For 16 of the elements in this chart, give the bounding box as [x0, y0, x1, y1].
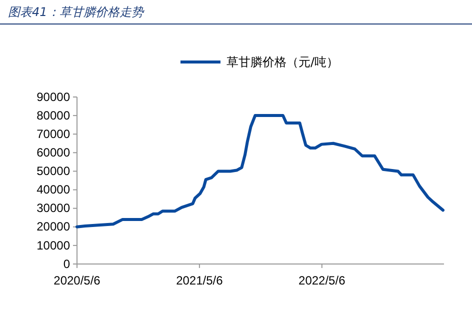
y-tick-label: 0: [63, 256, 70, 271]
y-tick-label: 10000: [36, 238, 70, 252]
y-tick-label: 20000: [36, 220, 70, 234]
y-tick-label: 70000: [36, 126, 70, 141]
y-tick-label: 80000: [36, 108, 70, 122]
y-tick-label: 90000: [36, 90, 70, 104]
y-tick-label: 50000: [36, 164, 70, 178]
line-series: [76, 114, 444, 228]
y-tick-label: 60000: [36, 146, 70, 160]
x-tick-label: 2020/5/6: [54, 274, 101, 288]
legend-label: 草甘膦价格（元/吨）: [226, 55, 339, 69]
x-tick-label: 2022/5/6: [298, 274, 346, 288]
y-tick-label: 40000: [36, 182, 70, 197]
chart-title: 图表41：草甘膦价格走势: [8, 5, 144, 19]
y-tick-label: 30000: [36, 201, 70, 216]
x-tick-label: 2021/5/6: [176, 274, 224, 288]
